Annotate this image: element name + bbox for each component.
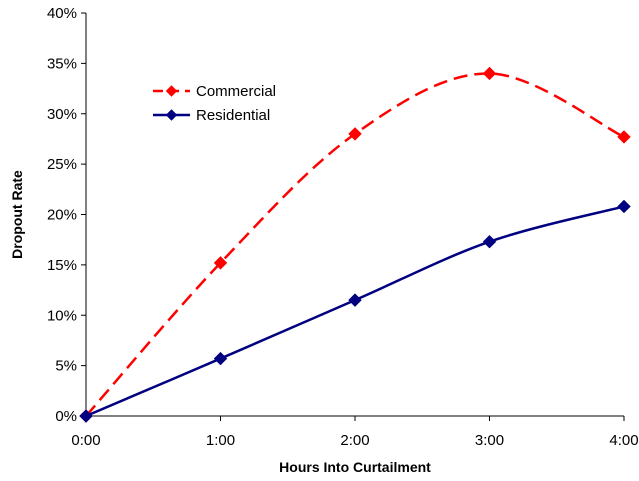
data-point-commercial — [213, 256, 228, 270]
x-tick-label: 1:00 — [206, 432, 235, 449]
data-point-residential — [617, 199, 631, 214]
legend-label: Residential — [196, 107, 270, 124]
series-line-residential — [85, 205, 625, 418]
x-tick-label: 3:00 — [475, 432, 504, 449]
data-point-residential — [482, 234, 497, 249]
series-residential — [79, 199, 631, 423]
series-commercial — [79, 66, 631, 423]
y-tick-label: 5% — [55, 358, 77, 375]
data-point-residential — [348, 293, 362, 307]
y-tick-label: 0% — [55, 408, 77, 425]
legend: Commercial Residential — [153, 83, 276, 124]
axes-group — [81, 12, 625, 421]
y-tick-label: 30% — [47, 106, 77, 123]
legend-marker — [165, 109, 178, 121]
y-tick-label: 20% — [47, 207, 77, 224]
data-point-commercial — [348, 127, 362, 141]
data-point-residential — [213, 351, 228, 366]
x-tick-label: 0:00 — [71, 432, 100, 449]
legend-label: Commercial — [196, 83, 276, 100]
x-tick-label: 4:00 — [609, 432, 638, 449]
y-axis-title: Dropout Rate — [9, 170, 25, 259]
data-point-commercial — [617, 130, 631, 144]
legend-marker — [165, 85, 178, 97]
x-axis-title: Hours Into Curtailment — [279, 459, 431, 475]
series-group — [79, 66, 631, 423]
x-tick-label: 2:00 — [340, 432, 369, 449]
legend-item-residential: Residential — [153, 107, 270, 124]
series-line-commercial — [85, 72, 625, 417]
y-tick-label: 25% — [47, 156, 77, 173]
y-tick-label: 10% — [47, 307, 77, 324]
y-tick-label: 15% — [47, 257, 77, 274]
data-point-commercial — [482, 66, 497, 81]
y-tick-label: 35% — [47, 55, 77, 72]
y-tick-label: 40% — [47, 5, 77, 22]
legend-item-commercial: Commercial — [153, 83, 276, 100]
tick-labels-group: 0% 5% 10% 15% 20% 25% 30% 35% 40% 0:00 1:00 2:00 3:0… — [47, 5, 639, 449]
data-point-residential — [79, 409, 93, 423]
